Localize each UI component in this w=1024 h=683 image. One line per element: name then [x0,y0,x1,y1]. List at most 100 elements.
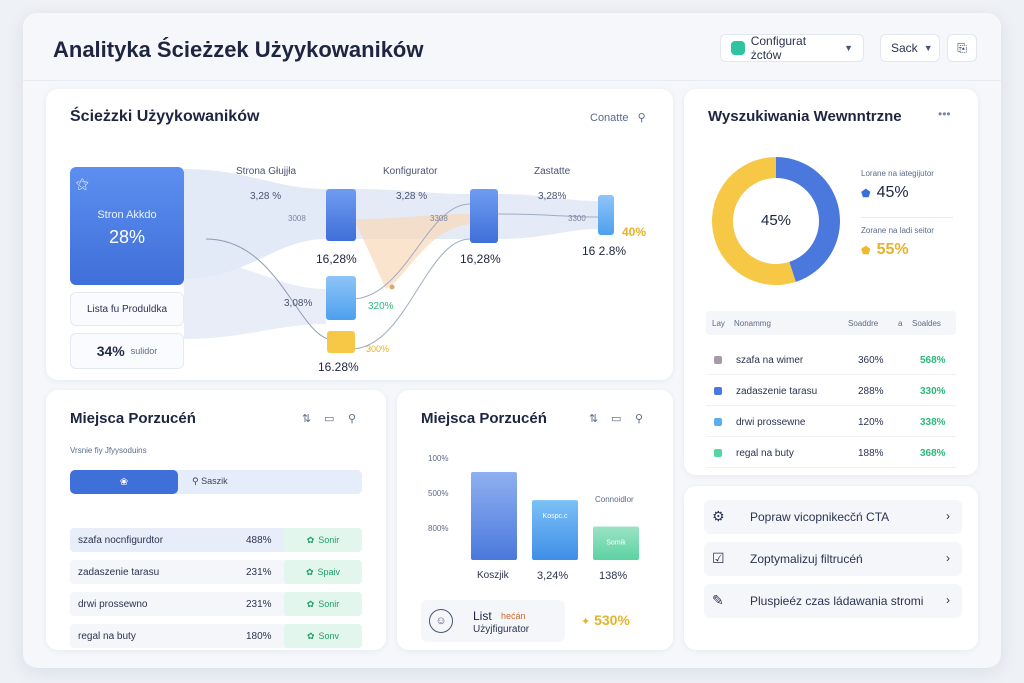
window-icon[interactable]: ▭ [611,413,622,425]
row-tag[interactable]: ✿ Sonir [284,592,362,616]
table-row[interactable]: regal na buty 180% ✿ Sonv [70,624,362,648]
y-tick-2: 500% [428,489,449,498]
col-header-4: a [898,319,903,328]
row-tag[interactable]: ✿ Spaiv [284,560,362,584]
donut-chart [712,157,840,285]
flow-main-3 [498,194,598,239]
table-row[interactable]: zadaszenie tarasu 231% ✿ Spaiv [70,560,362,584]
bottom-value: 16.28% [318,360,359,374]
drop2-footer[interactable]: ☺ List hećán Użyjfigurator [421,600,565,642]
row-value: 231% [246,567,272,578]
row-name: regal na buty [78,631,136,642]
dashboard-frame: Analityka Ścieżzek Użyykowaników Configu… [23,13,1001,668]
footer-value-text: 530% [594,612,630,628]
footer-value: ✦ 530% [581,612,630,628]
flow-lower [184,259,326,339]
row-value: 180% [246,631,272,642]
source-value: 28% [108,227,146,247]
node-konfigurator-1 [326,189,356,241]
search-row[interactable]: drwi prossewne 120% 338% [706,409,956,437]
node-konfigurator-2 [470,189,498,243]
stage-label-3: Zastatte [534,166,571,177]
bar-axis-label-3: 138% [599,570,628,582]
donut-slice [712,157,796,285]
action-item[interactable]: ☑ Zoptymalizuj filtrucéń › [704,542,962,576]
export-button[interactable]: ⎘ [947,34,977,62]
y-tick-3: 800% [428,524,449,533]
window-icon[interactable]: ▭ [324,413,335,425]
low-1: 3,08% [284,298,313,309]
footer-line1: List [473,609,492,623]
row-tag[interactable]: ✿ Sonv [284,624,362,648]
paths-title: Ścieżzki Użyykowaników [70,108,260,125]
legend-value-1: 45% [876,184,909,201]
filter-icon[interactable]: ⚲ [348,413,357,425]
pct-a1: 3,28 % [250,191,282,202]
drop1-filter-label: Vrsnie fiy Jfyysoduins [70,446,147,455]
abandon-card-2: Miejsca Porzucéń ⇅ ▭ ⚲ 100% 500% 800% Ko… [397,390,673,650]
end-pct: 40% [622,225,647,239]
row-name: szafa nocnfigurdtor [78,535,164,546]
action-item[interactable]: ⚙ Popraw vicopnikecčń CTA › [704,500,962,534]
row-value: 188% [858,448,884,459]
table-row[interactable]: szafa nocnfigurdtor 488% ✿ Sonir [70,528,362,552]
row-color-dot [714,418,722,426]
bar-annotation: Connoidlor [595,495,634,504]
config-label: Configurat żctów [750,34,807,62]
search-icon: ⚲ [192,476,199,486]
search-row[interactable]: regal na buty 188% 368% [706,440,956,468]
tab-active[interactable]: ❀ [70,470,178,494]
mid-value-1: 16,28% [316,252,357,266]
bar [471,472,517,560]
tab-search-label: Saszik [201,476,228,486]
row-color-dot [714,387,722,395]
actions-card: ⚙ Popraw vicopnikecčń CTA › ☑ Zoptymalizu… [684,486,978,650]
config-dropdown[interactable]: Configurat żctów ▼ [720,34,864,62]
col-header-5: Soaldes [912,319,941,328]
action-label: Zoptymalizuj filtrucéń [750,552,863,566]
search-legend-1: Lorane na iategijutor ⬟ 45% [861,169,961,202]
more-icon[interactable]: ••• [938,107,951,121]
action-label: Popraw vicopnikecčń CTA [750,510,890,524]
user-icon: ☺ [429,609,453,633]
row-value: 360% [858,355,884,366]
bar-label: Somik [606,540,626,547]
tag-label: Sonir [318,599,340,609]
filter-icon[interactable]: ⚲ [635,413,644,425]
sack-dropdown[interactable]: Sack ▼ [880,34,940,62]
flow-orange [354,214,470,289]
row-name: regal na buty [736,448,794,459]
node-dot [389,284,395,290]
legend-icon-2: ⬟ [861,244,871,257]
row-delta: 568% [920,355,946,366]
flow-line-3 [350,238,471,350]
table-row[interactable]: drwi prossewno 231% ✿ Sonir [70,592,362,616]
sort-icon[interactable]: ⇅ [302,413,312,425]
row-color-dot [714,449,722,457]
tab-search[interactable]: ⚲ Saszik [192,476,228,487]
list-products-box[interactable]: Lista fu Produldka [70,292,184,326]
tag-icon: ✿ [306,598,315,609]
pct-a3: 3,28% [538,191,567,202]
pct-a2: 3,28 % [396,191,428,202]
row-delta: 330% [920,386,946,397]
col-header-2: Nonammg [734,319,771,328]
search-row[interactable]: szafa na wimer 360% 568% [706,347,956,375]
stat-label: sulidor [130,346,158,356]
drop2-title: Miejsca Porzucéń [421,410,547,427]
row-delta: 338% [920,417,946,428]
row-tag[interactable]: ✿ Sonir [284,528,362,552]
drop1-tabs: ❀ ⚲ Saszik [70,470,362,494]
download-icon: ⎘ [957,40,967,55]
search-row[interactable]: zadaszenie tarasu 288% 330% [706,378,956,406]
bar-axis-label-1: Koszjik [477,570,509,581]
paw-icon: ❀ [119,476,129,488]
donut-slice [776,157,840,282]
legend-icon-1: ⬟ [861,187,871,200]
action-item[interactable]: ✎ Pluspieéz czas ládawania stromi › [704,584,962,618]
search-title: Wyszukiwania Wewnntrzne [708,108,902,125]
paths-control[interactable]: Conatte ⚲ [590,111,646,124]
sort-icon[interactable]: ⇅ [589,413,599,425]
chevron-right-icon: › [946,551,950,565]
paths-control-label: Conatte [590,112,629,124]
